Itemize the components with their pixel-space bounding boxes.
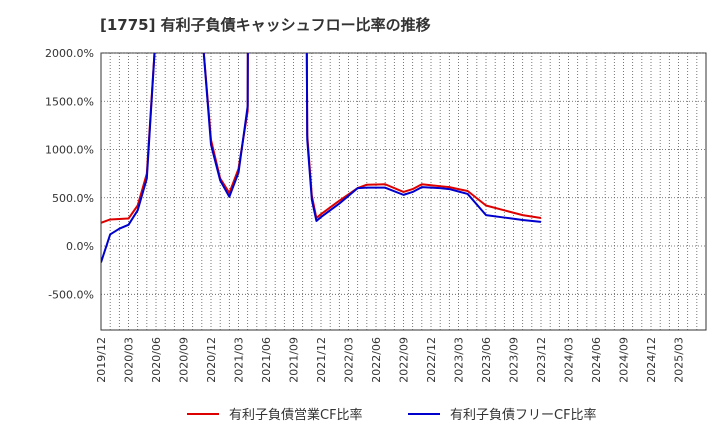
x-tick-label: 2022/12 <box>425 337 438 383</box>
x-tick-label: 2022/09 <box>398 337 411 383</box>
x-tick-label: 2025/03 <box>673 337 686 383</box>
x-tick-label: 2020/06 <box>150 337 163 383</box>
x-tick-label: 2024/03 <box>563 337 576 383</box>
x-tick-label: 2024/12 <box>645 337 658 383</box>
series-lines <box>101 53 542 263</box>
y-tick-label: -500.0% <box>48 288 94 301</box>
x-tick-label: 2024/06 <box>590 337 603 383</box>
x-tick-label: 2020/12 <box>205 337 218 383</box>
x-tick-label: 2023/03 <box>453 337 466 383</box>
y-tick-label: 1000.0% <box>45 144 94 157</box>
x-tick-label: 2020/09 <box>178 337 191 383</box>
chart-title: [1775] 有利子負債キャッシュフロー比率の推移 <box>100 16 431 34</box>
legend-label-1: 有利子負債営業CF比率 <box>229 407 363 423</box>
x-tick-label: 2024/09 <box>618 337 631 383</box>
y-tick-label: 500.0% <box>52 192 94 205</box>
x-tick-label: 2019/12 <box>95 337 108 383</box>
y-tick-label: 1500.0% <box>45 95 94 108</box>
x-tick-label: 2022/06 <box>370 337 383 383</box>
x-tick-label: 2021/09 <box>288 337 301 383</box>
legend: 有利子負債営業CF比率 有利子負債フリーCF比率 <box>187 407 597 423</box>
x-tick-label: 2023/09 <box>508 337 521 383</box>
y-tick-label: 0.0% <box>66 240 94 253</box>
x-tick-label: 2021/12 <box>315 337 328 383</box>
y-tick-label: 2000.0% <box>45 47 94 60</box>
x-tick-label: 2021/06 <box>260 337 273 383</box>
x-tick-label: 2022/03 <box>343 337 356 383</box>
x-tick-label: 2023/06 <box>480 337 493 383</box>
y-axis: 2000.0% 1500.0% 1000.0% 500.0% 0.0% -500.0% <box>45 47 94 301</box>
x-tick-label: 2021/03 <box>233 337 246 383</box>
legend-label-2: 有利子負債フリーCF比率 <box>450 407 597 423</box>
x-tick-label: 2023/12 <box>535 337 548 383</box>
x-tick-label: 2020/03 <box>123 337 136 383</box>
series-line-2 <box>101 53 542 263</box>
x-axis: 2019/12 2020/03 2020/06 2020/09 2020/12 2021/… <box>95 337 686 383</box>
